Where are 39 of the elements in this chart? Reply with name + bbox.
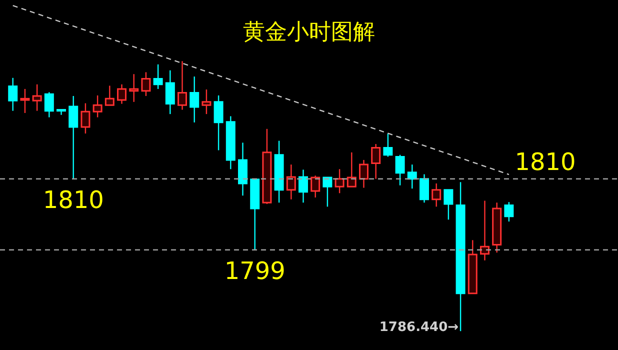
candlestick	[141, 72, 151, 97]
annotation: 1810	[514, 148, 576, 176]
candlestick	[383, 132, 393, 158]
candlestick	[153, 64, 163, 90]
candlestick	[371, 143, 381, 180]
candlestick	[310, 175, 320, 198]
candlestick	[504, 201, 514, 222]
candlestick	[68, 95, 78, 180]
candlestick	[178, 60, 188, 110]
candlestick	[190, 76, 200, 124]
candlestick	[8, 77, 18, 112]
candlestick	[202, 88, 212, 115]
candlestick	[432, 182, 442, 208]
candlestick	[44, 92, 54, 118]
candlestick	[420, 174, 429, 204]
candlestick	[129, 74, 139, 103]
candlestick	[104, 85, 114, 106]
candlestick	[334, 168, 344, 194]
annotation: 1810	[42, 186, 104, 214]
candlestick	[117, 84, 127, 104]
candlestick	[238, 142, 248, 196]
candlestick	[165, 70, 175, 115]
annotation: 1786.440→	[379, 320, 459, 336]
candlestick	[32, 84, 42, 112]
candlestick	[407, 164, 417, 190]
candlestick	[322, 176, 332, 208]
candlestick	[480, 200, 490, 261]
candlestick	[346, 152, 356, 188]
candlestick	[395, 154, 405, 186]
candlestick	[20, 88, 30, 114]
chart-title: 黄金小时图解	[243, 20, 375, 45]
candlestick	[298, 169, 308, 204]
candlestick	[359, 159, 368, 188]
annotation: 1799	[224, 256, 286, 285]
candlestick	[80, 102, 90, 134]
candlestick	[286, 164, 296, 200]
candlestick	[92, 94, 102, 118]
candlestick	[214, 94, 224, 151]
candlestick	[444, 189, 454, 220]
